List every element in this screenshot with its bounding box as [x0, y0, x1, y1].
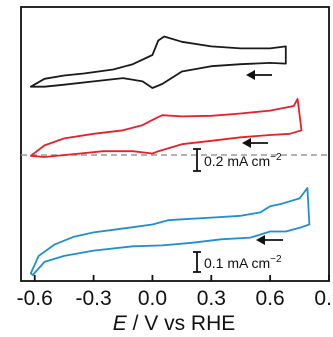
sweep-arrow-black [246, 70, 272, 80]
plot-frame [20, 6, 330, 282]
x-axis-title: E / V vs RHE [113, 312, 236, 335]
sweep-arrow-blue [256, 235, 283, 245]
cv-trace-2 [29, 98, 303, 158]
x-tick-label: 0.0 [138, 287, 167, 310]
x-ticks-group: -0.6 -0.3 0.0 0.3 0.6 0.9 [17, 275, 333, 310]
x-tick-label: -0.3 [75, 287, 111, 310]
scale-bar-upper: 0.2 mA cm−2 [193, 148, 282, 172]
scale-bar-lower-label: 0.1 mA cm−2 [204, 254, 282, 271]
curves-group [29, 35, 311, 276]
scale-bar-upper-label: 0.2 mA cm−2 [204, 152, 282, 169]
x-tick-label: 0.6 [256, 287, 285, 310]
x-tick-label: -0.6 [17, 287, 53, 310]
x-tick-label: 0.9 [314, 287, 333, 310]
x-tick-label: 0.3 [197, 287, 226, 310]
sweep-arrow-red [242, 138, 268, 148]
scale-bar-lower: 0.1 mA cm−2 [193, 251, 282, 273]
cv-trace-1 [29, 35, 287, 89]
cv-trace-3 [29, 187, 311, 276]
